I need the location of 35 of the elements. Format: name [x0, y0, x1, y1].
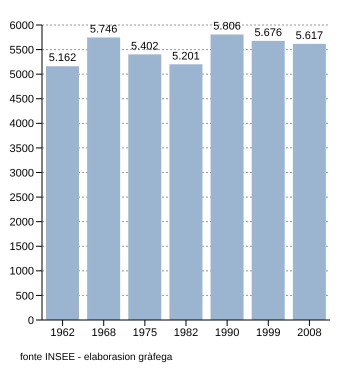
data-label: 5.162 [48, 52, 76, 64]
y-tick-label: 5500 [10, 44, 34, 56]
bar [46, 66, 79, 320]
x-tick-label: 1975 [132, 326, 158, 339]
data-label: 5.402 [131, 40, 159, 52]
source-note: fonte INSEE - elaborasion gràfega [20, 352, 172, 363]
y-tick-label: 5000 [10, 69, 34, 82]
x-tick-label: 1982 [174, 326, 198, 339]
y-tick-label: 1000 [10, 266, 34, 278]
y-tick-label: 2000 [10, 216, 34, 229]
data-label: 5.617 [296, 30, 324, 42]
data-label: 5.201 [172, 50, 200, 62]
y-tick-label: 3000 [10, 167, 34, 180]
x-tick-label: 1990 [214, 326, 240, 339]
y-tick-label: 4500 [10, 94, 34, 106]
y-tick-label: 500 [16, 290, 34, 302]
data-label: 5.676 [254, 26, 282, 39]
bar [87, 37, 120, 320]
bar [169, 64, 202, 320]
y-tick-label: 2500 [10, 192, 34, 204]
bar [292, 44, 326, 320]
y-tick-label: 3500 [10, 142, 34, 155]
y-tick-label: 4000 [10, 118, 34, 130]
y-tick-label: 0 [28, 314, 34, 327]
data-label: 5.806 [213, 20, 241, 33]
x-tick-label: 1968 [91, 326, 116, 339]
y-tick-label: 6000 [10, 20, 34, 32]
bar [210, 34, 244, 320]
y-tick-label: 1500 [10, 241, 34, 254]
x-tick-label: 1962 [50, 326, 75, 339]
x-tick-label: 1999 [256, 326, 281, 339]
x-tick-label: 2008 [297, 326, 322, 339]
data-label: 5.746 [90, 23, 118, 36]
bar [252, 40, 285, 320]
bar [128, 54, 162, 320]
